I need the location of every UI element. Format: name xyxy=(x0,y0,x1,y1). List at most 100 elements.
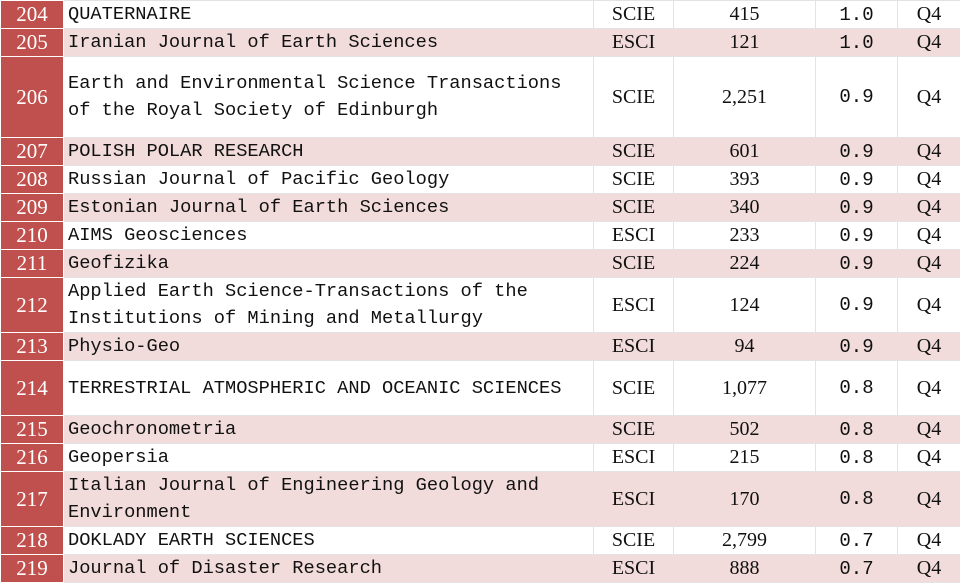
index-cell: ESCI xyxy=(594,222,674,250)
rank-cell: 209 xyxy=(1,194,64,222)
journal-name: Geopersia xyxy=(64,444,594,472)
quartile-cell: Q4 xyxy=(898,166,960,194)
quartile-cell: Q4 xyxy=(898,250,960,278)
rank-cell: 212 xyxy=(1,278,64,333)
quartile-cell: Q4 xyxy=(898,57,960,138)
index-cell: ESCI xyxy=(594,555,674,583)
citations-cell: 2,251 xyxy=(674,57,816,138)
journal-name: Applied Earth Science-Transactions of th… xyxy=(64,278,594,333)
impact-factor: 0.9 xyxy=(816,194,898,222)
citations-cell: 415 xyxy=(674,1,816,29)
rank-cell: 219 xyxy=(1,555,64,583)
rank-cell: 218 xyxy=(1,527,64,555)
rank-cell: 215 xyxy=(1,416,64,444)
quartile-cell: Q4 xyxy=(898,29,960,57)
quartile-cell: Q4 xyxy=(898,361,960,416)
impact-factor: 1.0 xyxy=(816,29,898,57)
quartile-cell: Q4 xyxy=(898,333,960,361)
citations-cell: 2,799 xyxy=(674,527,816,555)
citations-cell: 94 xyxy=(674,333,816,361)
rank-cell: 205 xyxy=(1,29,64,57)
index-cell: SCIE xyxy=(594,527,674,555)
impact-factor: 0.8 xyxy=(816,361,898,416)
citations-cell: 502 xyxy=(674,416,816,444)
index-cell: ESCI xyxy=(594,29,674,57)
citations-cell: 888 xyxy=(674,555,816,583)
journal-name: Geofizika xyxy=(64,250,594,278)
quartile-cell: Q4 xyxy=(898,1,960,29)
index-cell: SCIE xyxy=(594,361,674,416)
index-cell: SCIE xyxy=(594,1,674,29)
rank-cell: 210 xyxy=(1,222,64,250)
journal-name: Italian Journal of Engineering Geology a… xyxy=(64,472,594,527)
quartile-cell: Q4 xyxy=(898,555,960,583)
journal-name: Iranian Journal of Earth Sciences xyxy=(64,29,594,57)
journal-name: AIMS Geosciences xyxy=(64,222,594,250)
journal-name: POLISH POLAR RESEARCH xyxy=(64,138,594,166)
citations-cell: 393 xyxy=(674,166,816,194)
rank-cell: 207 xyxy=(1,138,64,166)
rank-cell: 204 xyxy=(1,1,64,29)
quartile-cell: Q4 xyxy=(898,278,960,333)
impact-factor: 0.7 xyxy=(816,527,898,555)
index-cell: ESCI xyxy=(594,333,674,361)
citations-cell: 233 xyxy=(674,222,816,250)
citations-cell: 224 xyxy=(674,250,816,278)
index-cell: SCIE xyxy=(594,250,674,278)
journal-name: DOKLADY EARTH SCIENCES xyxy=(64,527,594,555)
impact-factor: 0.9 xyxy=(816,222,898,250)
quartile-cell: Q4 xyxy=(898,527,960,555)
impact-factor: 0.8 xyxy=(816,472,898,527)
journal-name: Physio-Geo xyxy=(64,333,594,361)
impact-factor: 0.9 xyxy=(816,166,898,194)
rank-cell: 206 xyxy=(1,57,64,138)
citations-cell: 215 xyxy=(674,444,816,472)
rank-cell: 216 xyxy=(1,444,64,472)
rank-cell: 211 xyxy=(1,250,64,278)
quartile-cell: Q4 xyxy=(898,416,960,444)
quartile-cell: Q4 xyxy=(898,444,960,472)
citations-cell: 170 xyxy=(674,472,816,527)
journal-name: Journal of Disaster Research xyxy=(64,555,594,583)
impact-factor: 0.8 xyxy=(816,416,898,444)
journal-name: Earth and Environmental Science Transact… xyxy=(64,57,594,138)
citations-cell: 124 xyxy=(674,278,816,333)
quartile-cell: Q4 xyxy=(898,222,960,250)
index-cell: ESCI xyxy=(594,444,674,472)
index-cell: SCIE xyxy=(594,194,674,222)
impact-factor: 0.8 xyxy=(816,444,898,472)
impact-factor: 0.9 xyxy=(816,333,898,361)
impact-factor: 1.0 xyxy=(816,1,898,29)
citations-cell: 121 xyxy=(674,29,816,57)
impact-factor: 0.9 xyxy=(816,138,898,166)
journal-name: Russian Journal of Pacific Geology xyxy=(64,166,594,194)
rank-cell: 214 xyxy=(1,361,64,416)
impact-factor: 0.7 xyxy=(816,555,898,583)
index-cell: ESCI xyxy=(594,278,674,333)
quartile-cell: Q4 xyxy=(898,472,960,527)
index-cell: SCIE xyxy=(594,166,674,194)
rank-cell: 217 xyxy=(1,472,64,527)
quartile-cell: Q4 xyxy=(898,194,960,222)
rank-cell: 208 xyxy=(1,166,64,194)
impact-factor: 0.9 xyxy=(816,250,898,278)
journal-name: Geochronometria xyxy=(64,416,594,444)
quartile-cell: Q4 xyxy=(898,138,960,166)
index-cell: SCIE xyxy=(594,138,674,166)
